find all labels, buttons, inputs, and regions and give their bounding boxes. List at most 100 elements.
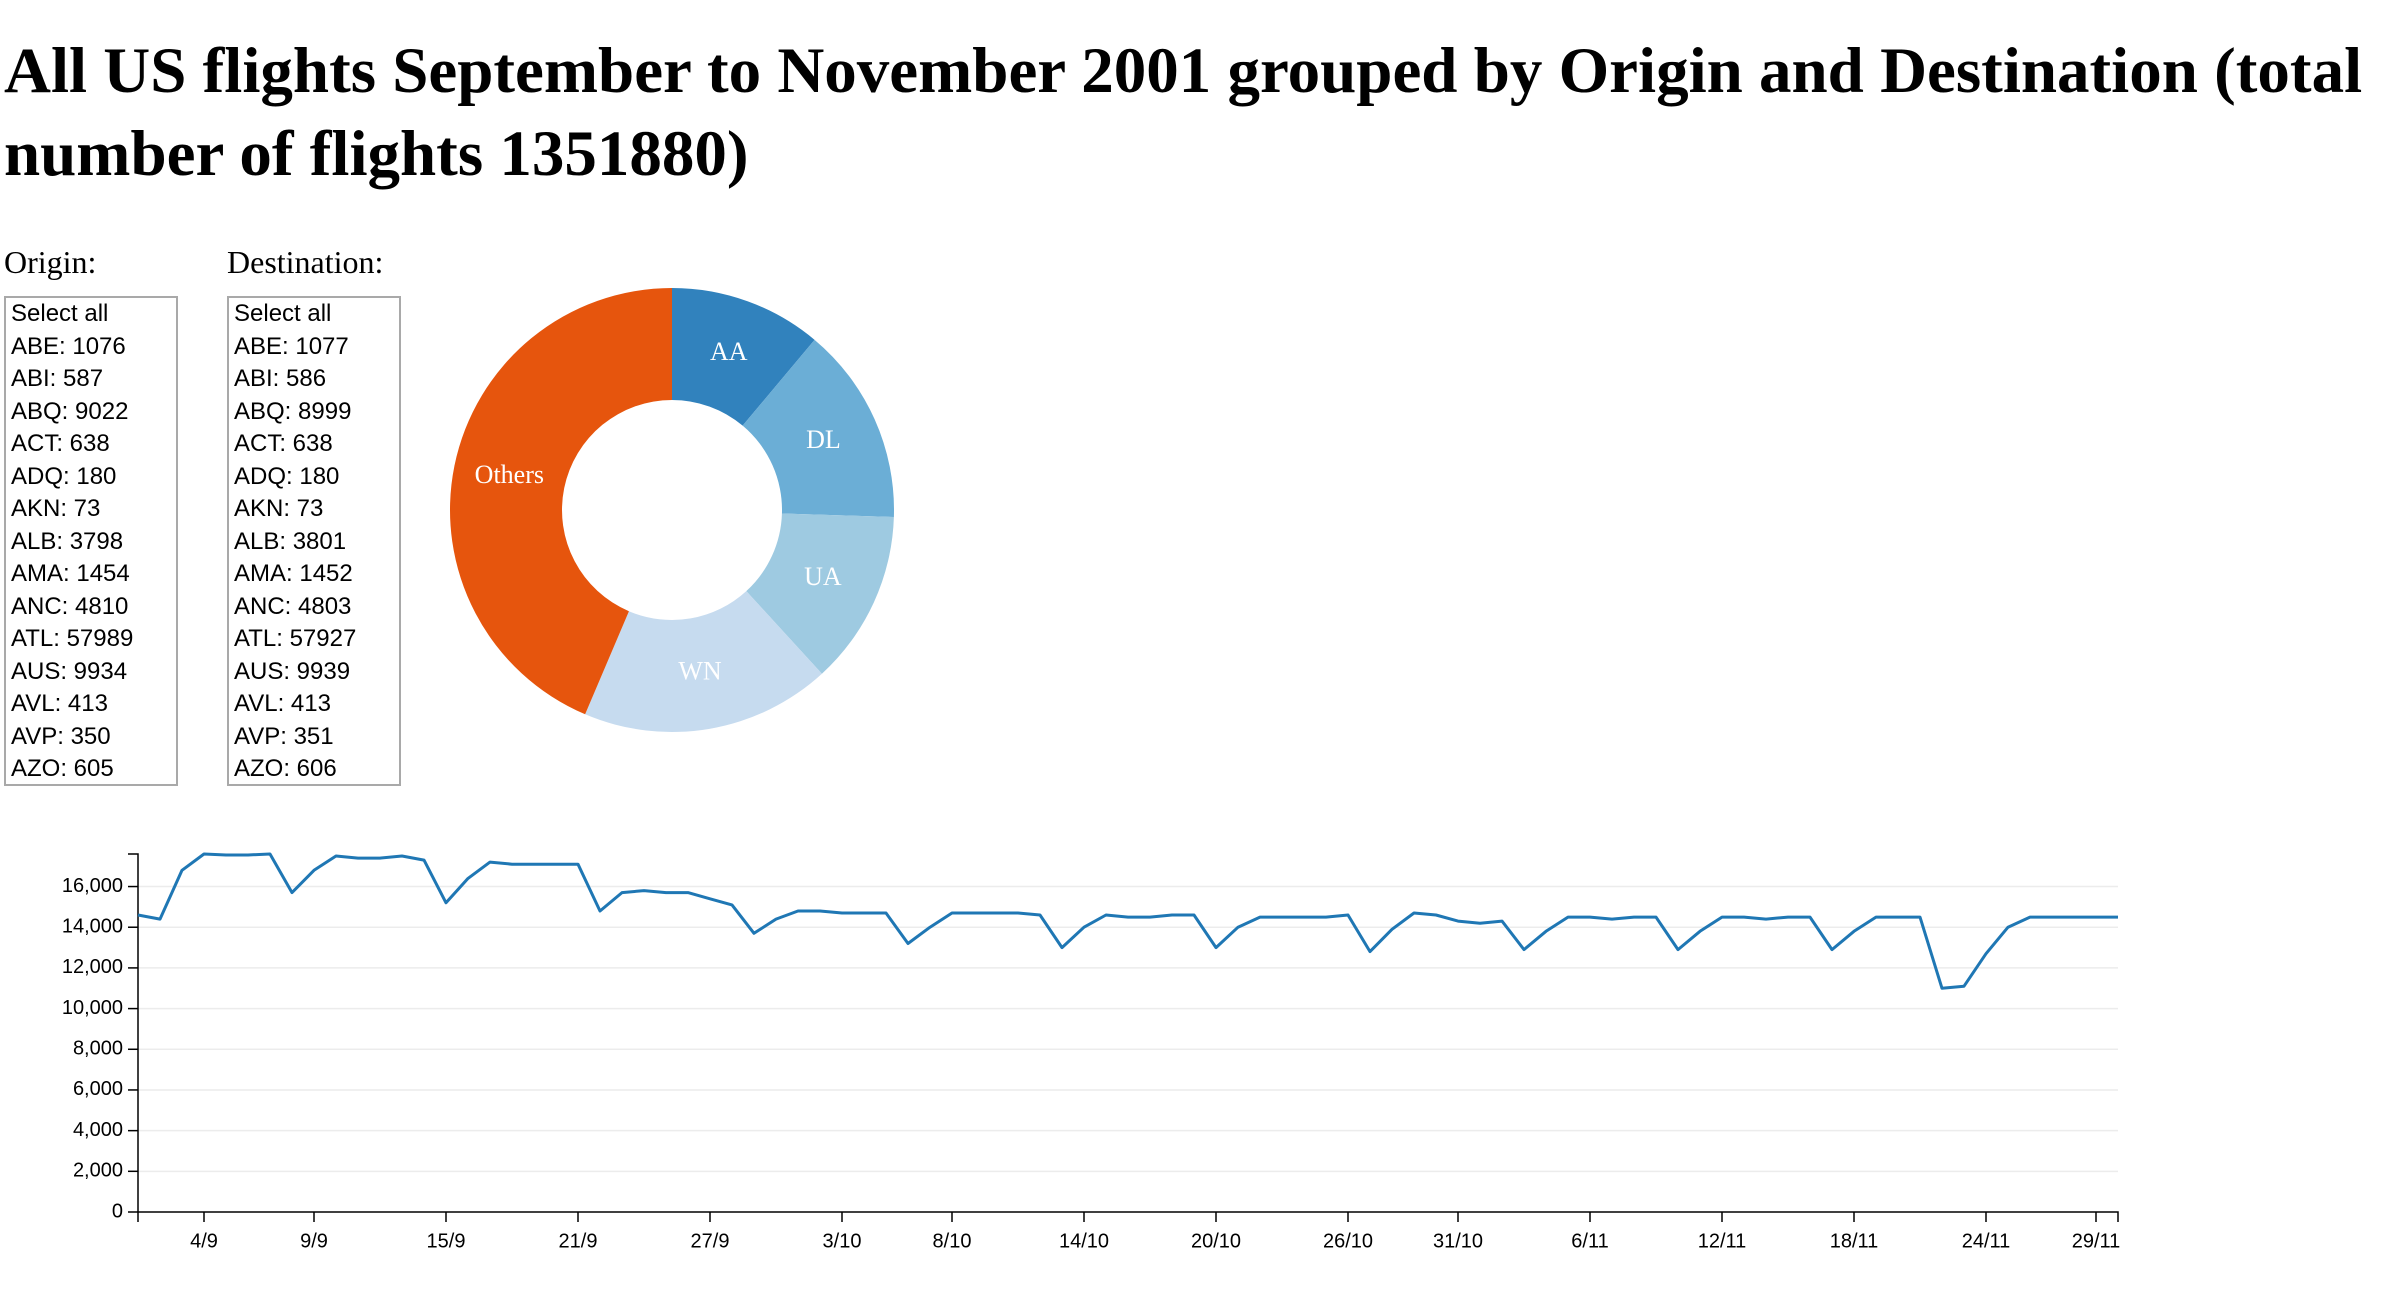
donut-slice-ua[interactable]: [746, 513, 894, 674]
y-tick-label: 10,000: [62, 997, 123, 1019]
flights-data-point: [1718, 913, 1726, 921]
origin-option[interactable]: AKN: 73: [11, 495, 101, 522]
destination-label: Destination:: [227, 244, 384, 280]
flights-data-point: [1674, 946, 1682, 954]
origin-option[interactable]: Select all: [11, 300, 109, 327]
flights-data-point: [178, 866, 186, 874]
flights-data-point: [1300, 913, 1308, 921]
flights-data-point: [662, 889, 670, 897]
flights-data-point: [596, 907, 604, 915]
destination-option[interactable]: ACT: 638: [234, 430, 333, 457]
origin-select[interactable]: Select all ABE: 1076 ABI: 587 ABQ: 9022 …: [4, 296, 178, 786]
flights-data-point: [816, 907, 824, 915]
origin-option[interactable]: AVL: 413: [11, 690, 108, 717]
origin-option[interactable]: AVP: 350: [11, 722, 111, 750]
destination-select[interactable]: Select all ABE: 1077 ABI: 586 ABQ: 8999 …: [227, 296, 401, 786]
flights-data-point: [2004, 923, 2012, 931]
flights-data-point: [1234, 923, 1242, 931]
x-tick-label: 14/10: [1059, 1230, 1109, 1250]
x-tick-label: 21/9: [559, 1230, 598, 1250]
flights-data-point: [1344, 911, 1352, 919]
flights-data-point: [2114, 913, 2122, 921]
destination-option[interactable]: AKN: 73: [234, 495, 324, 522]
flights-data-point: [860, 909, 868, 917]
flights-data-point: [838, 909, 846, 917]
flights-data-point: [1652, 913, 1660, 921]
flights-data-point: [1960, 982, 1968, 990]
origin-option[interactable]: AUS: 9934: [11, 657, 128, 685]
donut-slice-aa[interactable]: [672, 288, 815, 426]
flights-data-point: [552, 860, 560, 868]
flights-data-point: [1806, 913, 1814, 921]
y-tick-label: 0: [112, 1200, 123, 1222]
flights-data-point: [728, 901, 736, 909]
destination-option[interactable]: AVL: 413: [234, 690, 331, 717]
x-tick-label: 27/9: [691, 1230, 730, 1250]
flights-data-point: [2026, 913, 2034, 921]
origin-option[interactable]: ALB: 3798: [11, 527, 124, 555]
flights-data-point: [1564, 913, 1572, 921]
origin-option[interactable]: ACT: 638: [11, 430, 110, 457]
destination-option[interactable]: ANC: 4803: [234, 592, 352, 620]
destination-option[interactable]: Select all: [234, 300, 332, 327]
destination-option[interactable]: ABQ: 8999: [234, 397, 352, 425]
flights-data-point: [1630, 913, 1638, 921]
destination-option[interactable]: ADQ: 180: [234, 462, 340, 490]
flights-data-point: [288, 889, 296, 897]
donut-slice-dl[interactable]: [742, 339, 894, 517]
origin-option[interactable]: AZO: 605: [11, 755, 114, 782]
x-tick-label: 18/11: [1830, 1230, 1879, 1250]
donut-label-wn: WN: [678, 657, 722, 686]
donut-label-ua: UA: [804, 562, 842, 591]
origin-option[interactable]: ABQ: 9022: [11, 397, 129, 425]
origin-label: Origin:: [4, 244, 97, 280]
destination-option[interactable]: AMA: 1452: [234, 560, 353, 587]
origin-option[interactable]: ATL: 57989: [11, 625, 134, 652]
flights-data-point: [200, 850, 208, 858]
flights-data-point: [1828, 946, 1836, 954]
flights-data-point: [1784, 913, 1792, 921]
flights-data-point: [376, 854, 384, 862]
flights-data-point: [1542, 927, 1550, 935]
y-axis: [128, 853, 139, 1212]
flights-data-point: [486, 858, 494, 866]
origin-option[interactable]: ABI: 587: [11, 365, 104, 392]
flights-data-point: [1212, 944, 1220, 952]
donut-label-dl: DL: [806, 425, 841, 454]
flights-data-point: [1080, 923, 1088, 931]
destination-option[interactable]: AVP: 351: [234, 722, 334, 750]
donut-slice-others[interactable]: [449, 288, 672, 715]
destination-option[interactable]: ATL: 57927: [234, 625, 357, 652]
destination-option[interactable]: AUS: 9939: [234, 657, 351, 685]
flights-data-point: [530, 860, 538, 868]
flights-data-point: [1740, 913, 1748, 921]
flights-data-point: [1058, 944, 1066, 952]
origin-option[interactable]: ABE: 1076: [11, 332, 126, 360]
flights-data-point: [750, 929, 758, 937]
origin-option[interactable]: AMA: 1454: [11, 560, 130, 587]
destination-option[interactable]: AZO: 606: [234, 755, 337, 782]
daily-flights-line-chart: 0 2,000 4,000 6,000 8,000 10,000 12,000 14,000 1…: [62, 850, 2122, 1250]
flights-data-point: [1696, 927, 1704, 935]
destination-option[interactable]: ALB: 3801: [234, 527, 347, 555]
x-tick-label: 6/11: [1571, 1230, 1608, 1250]
destination-option[interactable]: ABE: 1077: [234, 332, 349, 360]
destination-option[interactable]: ABI: 586: [234, 365, 327, 392]
origin-option[interactable]: ANC: 4810: [11, 592, 129, 620]
flights-data-point: [2092, 913, 2100, 921]
flights-data-point: [134, 911, 142, 919]
donut-slice-wn[interactable]: [585, 591, 822, 732]
y-tick-label: 4,000: [73, 1119, 123, 1141]
flights-data-point: [1982, 950, 1990, 958]
flights-data-point: [1432, 911, 1440, 919]
flights-data-point: [2070, 913, 2078, 921]
flights-data-point: [332, 852, 340, 860]
flights-data-point: [1894, 913, 1902, 921]
origin-option[interactable]: ADQ: 180: [11, 462, 117, 490]
flights-data-point: [706, 895, 714, 903]
x-tick-label: 4/9: [190, 1230, 218, 1250]
y-tick-label: 8,000: [73, 1038, 123, 1060]
flights-data-point: [1366, 948, 1374, 956]
flights-data-point: [1168, 911, 1176, 919]
flights-data-point: [882, 909, 890, 917]
